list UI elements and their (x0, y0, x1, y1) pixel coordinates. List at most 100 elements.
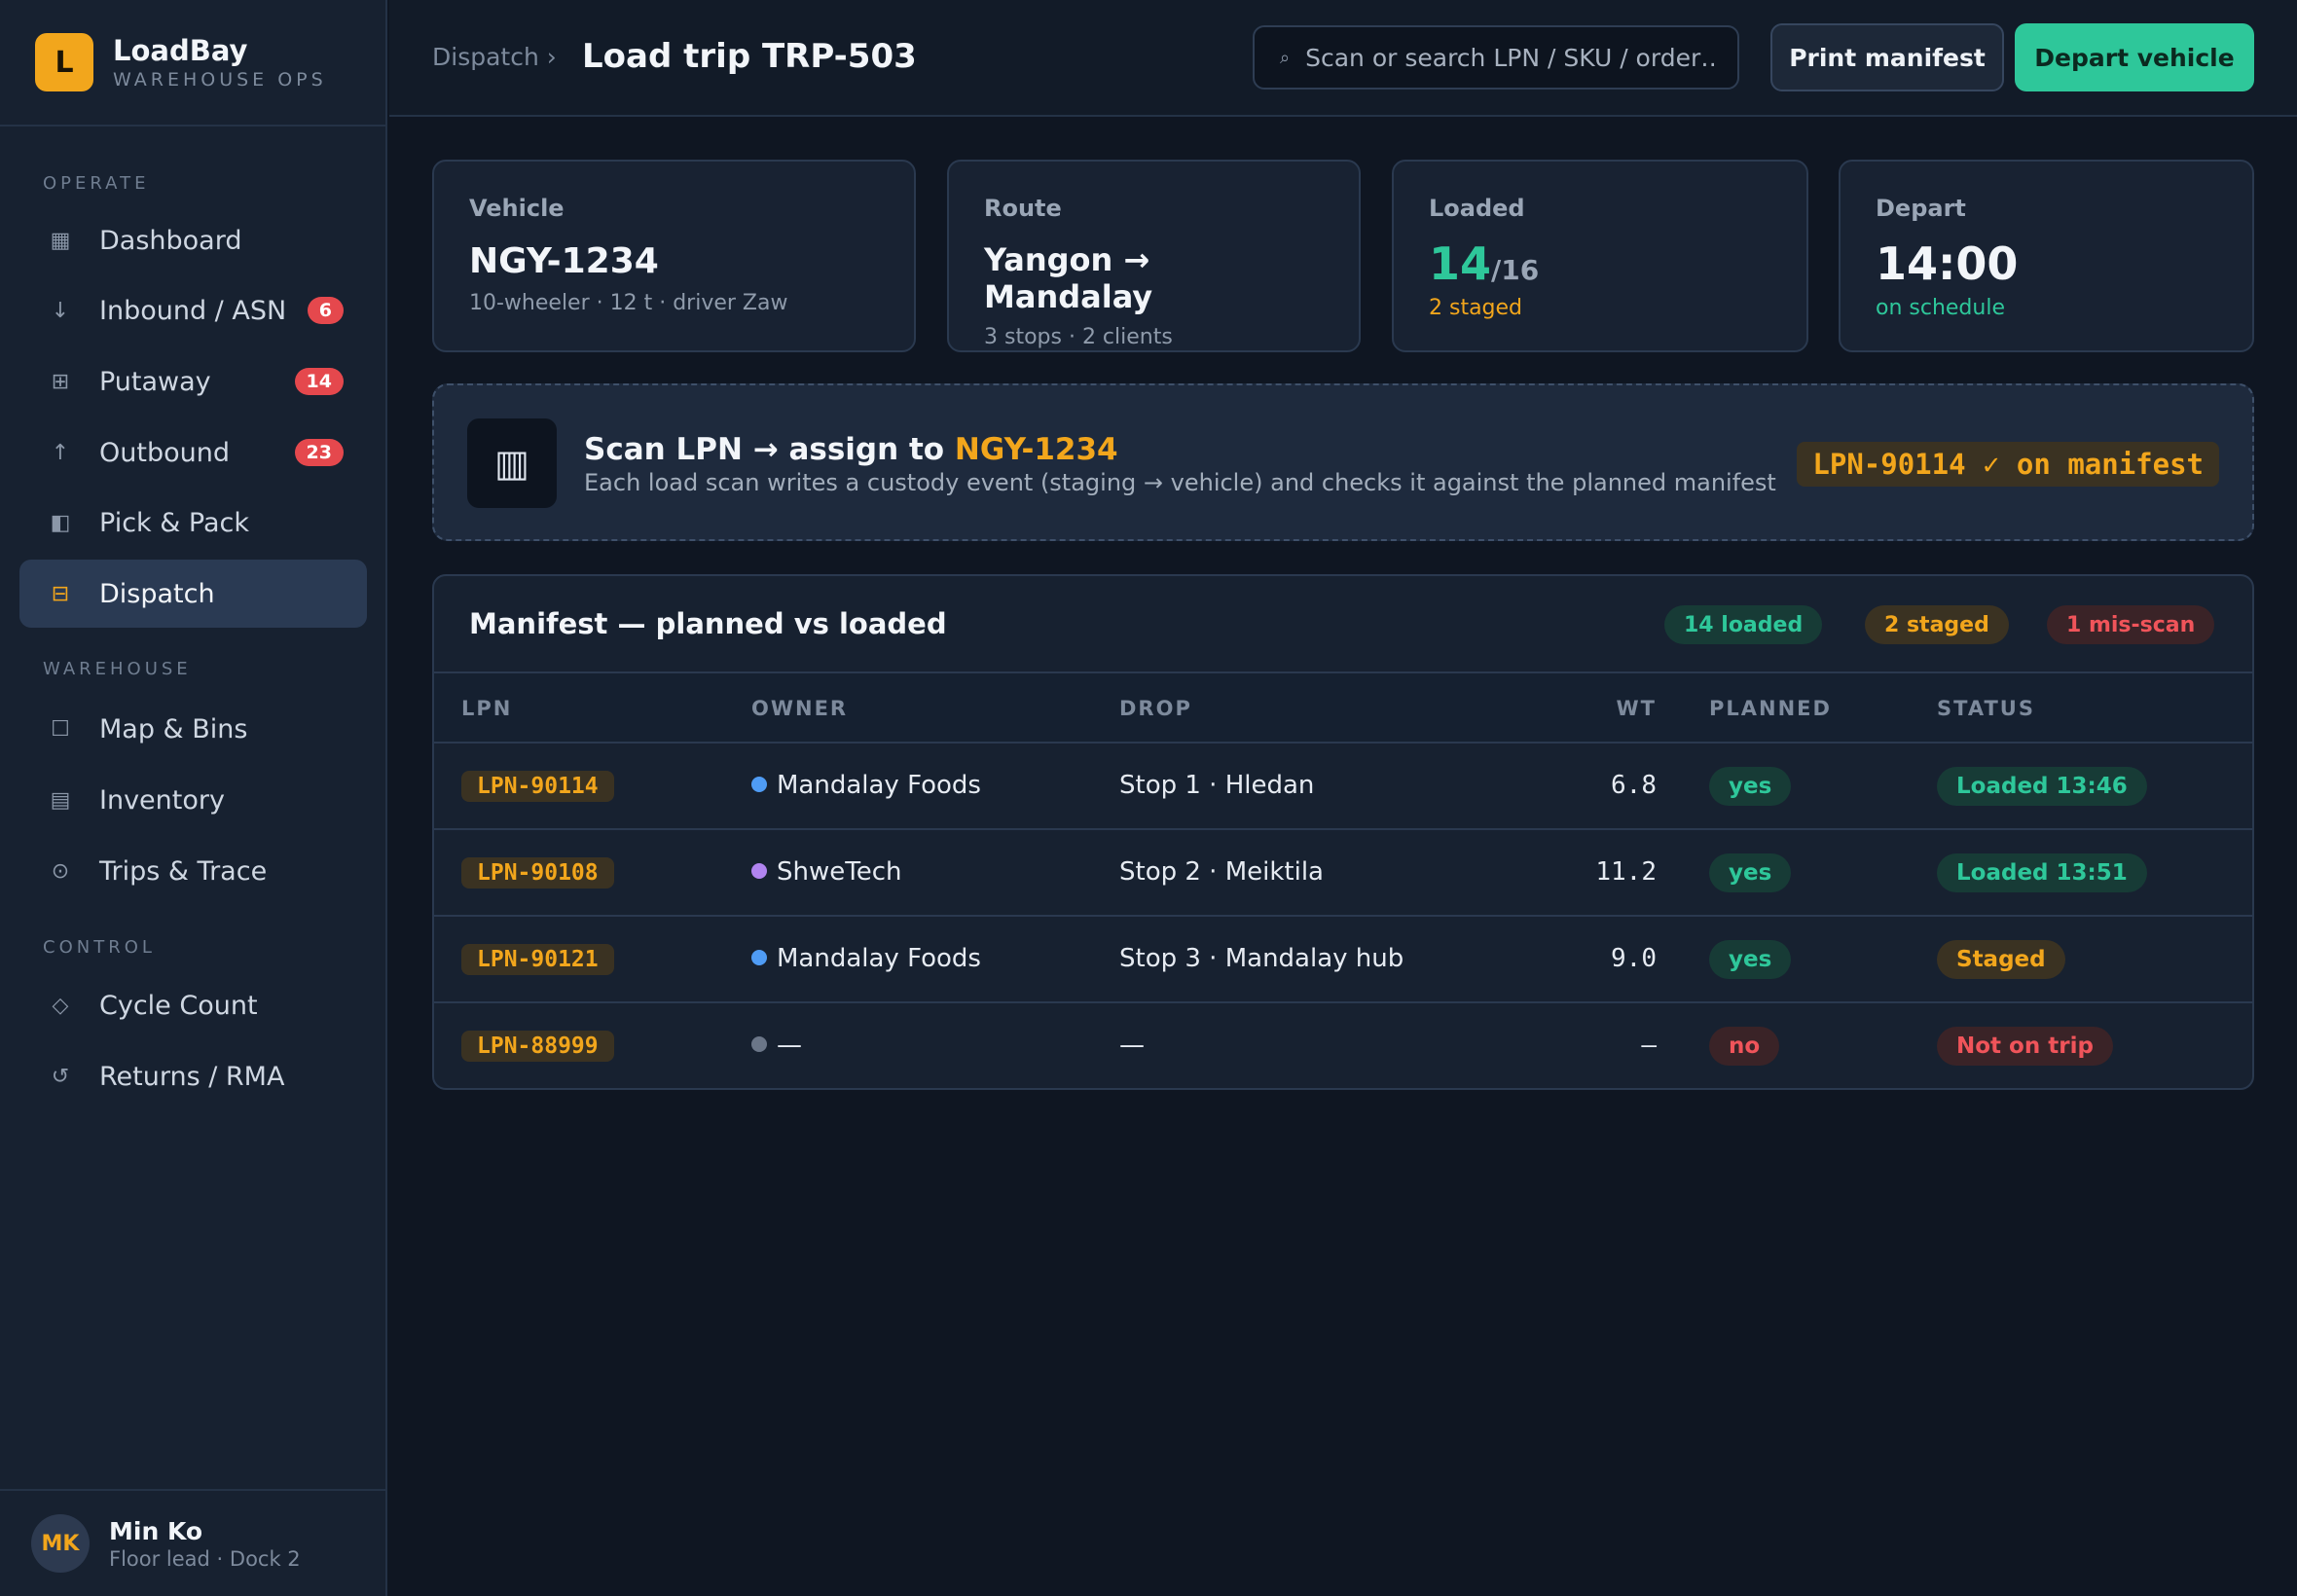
staged-count: 2 staged (1429, 296, 1523, 320)
scan-title: Scan LPN → assign to NGY-1234 (584, 432, 1118, 467)
sidebar-item-cycle-count[interactable]: ◇ Cycle Count (19, 971, 367, 1039)
sidebar-item-label: Trips & Trace (99, 855, 268, 887)
section-label-operate: OPERATE (43, 173, 150, 194)
drop-cell: — (1119, 1031, 1145, 1060)
brand-name: LoadBay (113, 34, 248, 67)
weight-cell: 11.2 (1595, 857, 1657, 887)
table-row[interactable]: LPN-88999 — — — no Not on trip (434, 1003, 2252, 1088)
section-label-warehouse: WAREHOUSE (43, 659, 192, 679)
sidebar-item-returns[interactable]: ↺ Returns / RMA (19, 1042, 367, 1110)
owner-color-dot (751, 863, 767, 879)
sidebar-item-dashboard[interactable]: ▦ Dashboard (19, 206, 367, 274)
status-badge: Staged (1937, 940, 2065, 979)
scan-panel[interactable]: ▥ Scan LPN → assign to NGY-1234 Each loa… (432, 383, 2254, 541)
column-header-lpn[interactable]: LPN (461, 697, 513, 720)
sidebar-item-dispatch[interactable]: ⊟ Dispatch (19, 560, 367, 628)
depart-card: Depart 14:00 on schedule (1839, 160, 2254, 352)
column-header-planned[interactable]: PLANNED (1709, 697, 1832, 720)
manifest-header: Manifest — planned vs loaded 14 loaded 2… (434, 576, 2252, 673)
sidebar-item-label: Map & Bins (99, 713, 248, 744)
map-icon: ☐ (51, 716, 70, 742)
search-input[interactable] (1305, 43, 1715, 72)
sidebar-item-inventory[interactable]: ▤ Inventory (19, 766, 367, 834)
route-card: Route Yangon → Mandalay 3 stops · 2 clie… (947, 160, 1361, 352)
table-row[interactable]: LPN-90121 Mandalay Foods Stop 3 · Mandal… (434, 917, 2252, 1003)
search-box[interactable]: ⌕ (1253, 25, 1739, 90)
card-label: Vehicle (469, 195, 565, 222)
sidebar-item-label: Dispatch (99, 578, 215, 609)
route-details: 3 stops · 2 clients (984, 325, 1173, 349)
count-badge: 23 (294, 439, 344, 466)
weight-cell: 6.8 (1611, 771, 1657, 800)
column-header-drop[interactable]: DROP (1119, 697, 1192, 720)
column-header-wt[interactable]: WT (1616, 697, 1657, 720)
sidebar: L LoadBay WAREHOUSE OPS OPERATE ▦ Dashbo… (0, 0, 387, 1596)
sidebar-item-putaway[interactable]: ⊞ Putaway 14 (19, 347, 367, 416)
vehicle-card: Vehicle NGY-1234 10-wheeler · 12 t · dri… (432, 160, 916, 352)
loaded-total: /16 (1491, 254, 1540, 286)
status-badge: Not on trip (1937, 1027, 2113, 1066)
misscan-summary-pill: 1 mis-scan (2047, 605, 2215, 644)
owner-name: Mandalay Foods (777, 944, 981, 973)
table-row[interactable]: LPN-90108 ShweTech Stop 2 · Meiktila 11.… (434, 830, 2252, 917)
drop-cell: Stop 1 · Hledan (1119, 771, 1315, 800)
card-label: Route (984, 195, 1062, 222)
owner-name: — (777, 1031, 802, 1060)
avatar: MK (31, 1514, 90, 1573)
manifest-table: Manifest — planned vs loaded 14 loaded 2… (432, 574, 2254, 1090)
table-row[interactable]: LPN-90114 Mandalay Foods Stop 1 · Hledan… (434, 744, 2252, 830)
scan-target-vehicle: NGY-1234 (954, 432, 1118, 467)
depart-vehicle-button[interactable]: Depart vehicle (2015, 23, 2254, 91)
user-role: Floor lead · Dock 2 (109, 1546, 301, 1571)
brand-subtitle: WAREHOUSE OPS (113, 69, 327, 91)
owner-color-dot (751, 1036, 767, 1052)
sidebar-item-outbound[interactable]: ↑ Outbound 23 (19, 418, 367, 487)
staged-summary-pill: 2 staged (1865, 605, 2009, 644)
owner-cell: Mandalay Foods (751, 944, 981, 973)
planned-badge: yes (1709, 853, 1792, 892)
sidebar-item-label: Returns / RMA (99, 1061, 285, 1092)
inventory-icon: ▤ (50, 787, 71, 813)
sidebar-item-inbound[interactable]: ↓ Inbound / ASN 6 (19, 276, 367, 345)
column-header-owner[interactable]: OWNER (751, 697, 849, 720)
scan-title-text: Scan LPN → assign to (584, 432, 955, 467)
breadcrumb[interactable]: Dispatch › (432, 43, 557, 71)
planned-badge: yes (1709, 940, 1792, 979)
print-manifest-button[interactable]: Print manifest (1770, 23, 2004, 91)
shelves-icon: ⊞ (51, 369, 70, 394)
search-icon: ⌕ (1280, 47, 1291, 68)
section-label-control: CONTROL (43, 937, 156, 958)
diamond-icon: ◇ (52, 993, 69, 1018)
top-bar: Dispatch › Load trip TRP-503 ⌕ Print man… (389, 0, 2297, 117)
sidebar-item-pick-pack[interactable]: ◧ Pick & Pack (19, 489, 367, 557)
owner-color-dot (751, 950, 767, 965)
arrow-down-icon: ↓ (51, 298, 70, 323)
depart-time: 14:00 (1876, 237, 2019, 290)
drop-cell: Stop 2 · Meiktila (1119, 857, 1324, 887)
status-badge: Loaded 13:46 (1937, 767, 2147, 806)
sidebar-item-trips-trace[interactable]: ⊙ Trips & Trace (19, 837, 367, 905)
loaded-card: Loaded 14/16 2 staged (1392, 160, 1808, 352)
sidebar-item-label: Putaway (99, 366, 211, 397)
status-badge: Loaded 13:51 (1937, 853, 2147, 892)
route-value: Yangon → Mandalay (984, 241, 1153, 315)
scan-result-badge: LPN-90114 ✓ on manifest (1797, 442, 2219, 487)
grid-icon: ▦ (50, 228, 71, 253)
card-label: Loaded (1429, 195, 1525, 222)
sidebar-item-label: Dashboard (99, 225, 242, 256)
user-profile[interactable]: MK Min Ko Floor lead · Dock 2 (0, 1489, 385, 1596)
owner-cell: — (751, 1031, 802, 1060)
lpn-tag: LPN-90114 (461, 771, 614, 802)
column-header-status[interactable]: STATUS (1937, 697, 2035, 720)
box-icon: ◧ (50, 510, 71, 535)
arrow-up-icon: ↑ (51, 440, 70, 465)
schedule-status: on schedule (1876, 296, 2005, 320)
truck-icon: ⊟ (51, 581, 70, 606)
owner-name: Mandalay Foods (777, 771, 981, 800)
manifest-title: Manifest — planned vs loaded (469, 607, 947, 640)
sidebar-item-map-bins[interactable]: ☐ Map & Bins (19, 695, 367, 763)
count-badge: 6 (307, 297, 344, 324)
brand-logo: L (35, 33, 93, 91)
planned-badge: yes (1709, 767, 1792, 806)
return-icon: ↺ (51, 1064, 70, 1089)
